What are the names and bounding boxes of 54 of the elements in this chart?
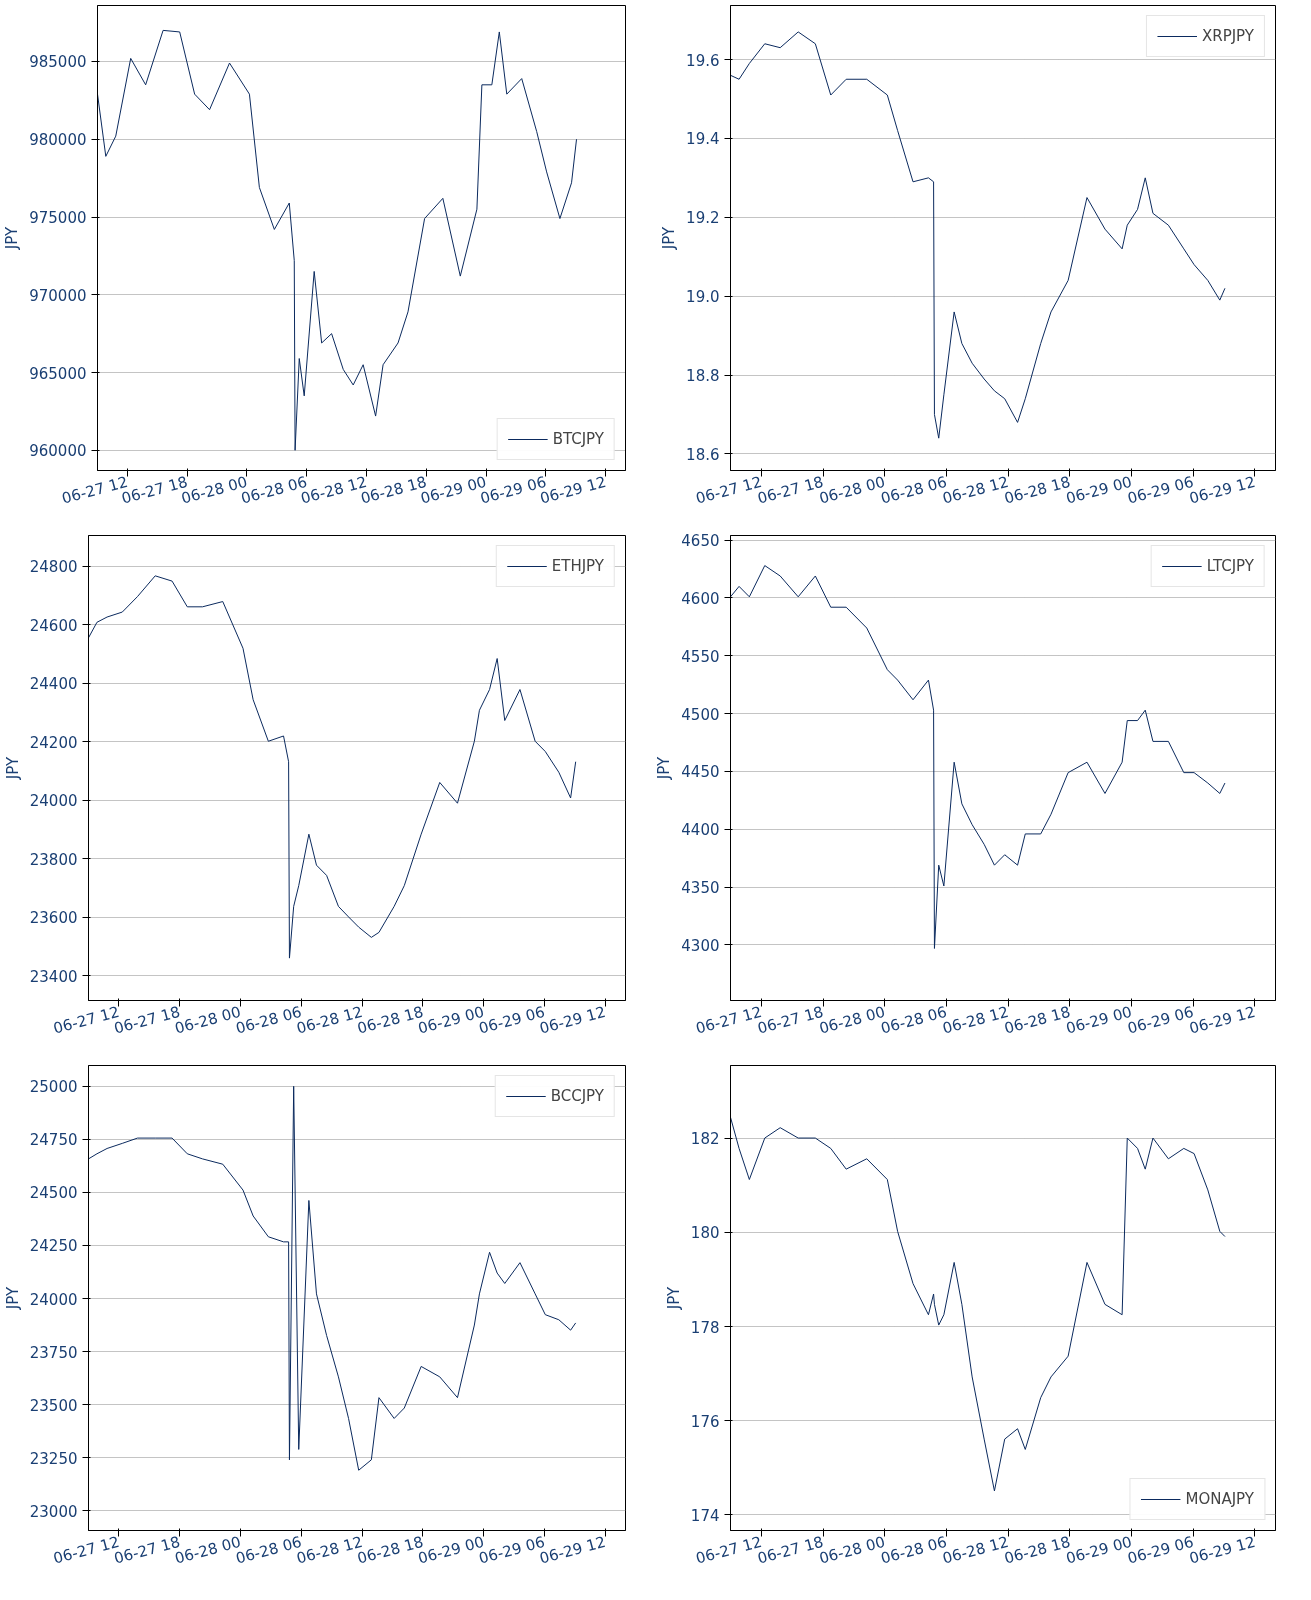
y-tick-label: 18.6 <box>686 445 720 464</box>
y-tick-label: 4500 <box>681 705 720 724</box>
y-tick-label: 23000 <box>29 1502 78 1521</box>
y-tick-label: 23750 <box>29 1343 78 1362</box>
legend-label: ETHJPY <box>551 557 604 575</box>
y-tick-label: 19.2 <box>686 209 720 228</box>
y-tick-label: 970000 <box>29 286 87 305</box>
y-axis-title: JPY <box>3 756 22 781</box>
y-tick-label: 19.0 <box>686 288 720 307</box>
y-tick-label: 24750 <box>29 1131 78 1150</box>
legend-label: XRPJPY <box>1201 27 1254 45</box>
y-tick-label: 24400 <box>29 675 78 694</box>
y-tick-label: 24200 <box>29 733 78 752</box>
y-tick-label: 23600 <box>29 909 78 928</box>
y-tick-label: 24600 <box>29 616 78 635</box>
y-tick-label: 980000 <box>29 131 87 150</box>
y-tick-label: 4300 <box>681 936 720 955</box>
y-tick-label: 24250 <box>29 1237 78 1256</box>
y-tick-label: 965000 <box>29 364 87 383</box>
legend-label: BCCJPY <box>550 1087 604 1105</box>
y-tick-label: 19.6 <box>686 51 720 70</box>
y-tick-label: 180 <box>690 1224 720 1243</box>
y-tick-label: 23800 <box>29 850 78 869</box>
y-tick-label: 176 <box>690 1412 720 1431</box>
y-tick-label: 19.4 <box>686 130 720 149</box>
y-tick-label: 4400 <box>681 821 720 840</box>
y-axis-title: JPY <box>664 1286 683 1311</box>
y-tick-label: 24000 <box>29 792 78 811</box>
legend-label: MONAJPY <box>1185 1490 1254 1508</box>
y-tick-label: 985000 <box>29 53 87 72</box>
y-tick-label: 23250 <box>29 1449 78 1468</box>
y-axis-title: JPY <box>3 226 22 251</box>
y-axis-title: JPY <box>3 1286 22 1311</box>
y-tick-label: 174 <box>690 1506 720 1525</box>
y-tick-label: 23400 <box>29 967 78 986</box>
y-tick-label: 960000 <box>29 442 87 461</box>
y-tick-label: 23500 <box>29 1396 78 1415</box>
y-axis-title: JPY <box>660 226 679 251</box>
y-tick-label: 24800 <box>29 558 78 577</box>
y-axis-title: JPY <box>655 756 674 781</box>
y-tick-label: 182 <box>690 1130 720 1149</box>
y-tick-label: 4350 <box>681 879 720 898</box>
y-tick-label: 4450 <box>681 763 720 782</box>
y-tick-label: 24500 <box>29 1184 78 1203</box>
legend-label: LTCJPY <box>1206 557 1254 575</box>
y-tick-label: 178 <box>690 1318 720 1337</box>
y-tick-label: 4600 <box>681 589 720 608</box>
y-tick-label: 4650 <box>681 532 720 551</box>
y-tick-label: 25000 <box>29 1078 78 1097</box>
legend-label: BTCJPY <box>552 430 604 448</box>
y-tick-label: 24000 <box>29 1290 78 1309</box>
y-tick-label: 975000 <box>29 209 87 228</box>
y-tick-label: 18.8 <box>686 367 720 386</box>
y-tick-label: 4550 <box>681 647 720 666</box>
